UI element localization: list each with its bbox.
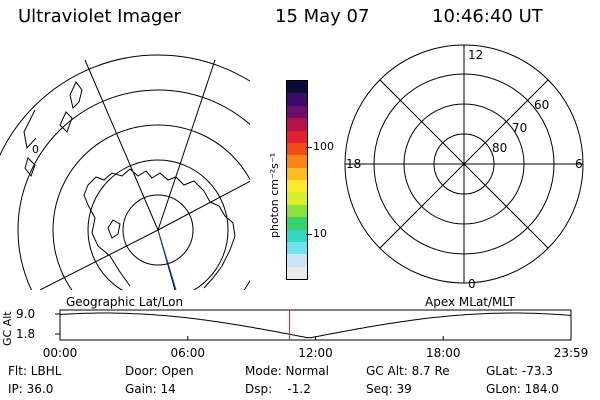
colorbar-segment [287,81,307,94]
colorbar-segment [287,229,307,242]
instrument-title: Ultraviolet Imager [18,6,181,27]
colorbar-tick [306,234,312,235]
time-label: 10:46:40 UT [432,6,543,27]
geographic-caption: Geographic Lat/Lon [66,295,184,309]
x-tick-label: 18:00 [426,346,461,360]
gc-alt-status: GC Alt: 8.7 Re [366,364,450,378]
geographic-map: 0 [0,54,250,290]
colorbar-segment [287,118,307,131]
y-tick-label-top: 9.0 [16,307,35,321]
colorbar-segment [287,254,307,267]
altitude-plot-frame [59,309,572,341]
colorbar [286,80,308,280]
longitude-line [84,59,159,231]
latitude-circle [87,159,229,290]
filter-status: Flt: LBHL [8,364,62,378]
coastline [87,168,236,289]
ip-status: IP: 36.0 [8,382,54,396]
longitude-line [39,229,159,290]
mode-status: Mode: Normal [245,364,329,378]
x-tick-label: 23:59 [554,346,589,360]
colorbar-segment [287,142,307,156]
coastline [59,111,73,133]
mlat-label-60: 60 [534,98,549,112]
mlt-label-0: 0 [468,277,476,291]
colorbar-unit-label: photon cm⁻²s⁻¹ [268,152,281,238]
colorbar-segment [287,180,307,193]
polar-dial: 12 6 18 0 60 70 80 [344,44,584,291]
longitude-line [157,59,216,231]
spacecraft-track [157,229,177,290]
colorbar-segment [287,93,307,106]
apex-caption: Apex MLat/MLT [425,295,515,309]
door-status: Door: Open [125,364,194,378]
y-tick-label-bottom: 1.8 [16,327,35,341]
colorbar-tick-label-100: 100 [313,140,334,153]
seq-status: Seq: 39 [366,382,412,396]
coastline [83,184,131,287]
date-label: 15 May 07 [275,6,370,27]
colorbar-segment [287,192,307,205]
colorbar-segment [287,217,307,230]
mlat-label-70: 70 [512,121,527,135]
mlt-label-6: 6 [575,157,583,171]
colorbar-segment [287,167,307,180]
glon-status: GLon: 184.0 [486,382,559,396]
coastline [69,81,83,109]
latitude-circle [17,89,250,290]
latitude-circle [0,54,250,157]
colorbar-segment [287,204,307,218]
latitude-circle [122,194,194,266]
coastline [107,219,121,239]
mlt-label-18: 18 [346,157,361,171]
altitude-plot: 9.0 1.8 GC Alt 00:00 06:00 12:00 18:00 23:59 [1,307,589,360]
x-tick-label: 00:00 [43,346,78,360]
mlat-label-80: 80 [492,141,507,155]
colorbar-segment [287,105,307,119]
altitude-axis-label: GC Alt [1,311,14,346]
colorbar-tick [306,147,312,148]
mlt-line-diagonal [379,79,549,249]
gain-status: Gain: 14 [125,382,176,396]
x-tick-label: 12:00 [298,346,333,360]
altitude-curve [59,312,572,339]
longitude-label-0: 0 [32,143,39,156]
x-tick-label: 06:00 [170,346,205,360]
colorbar-segment [287,155,307,168]
latitude-circle [52,124,250,290]
dsp-status: Dsp: -1.2 [245,382,311,396]
colorbar-segment [287,130,307,143]
colorbar-segment [287,266,307,279]
glat-status: GLat: -73.3 [486,364,553,378]
mlt-label-12: 12 [468,48,483,62]
colorbar-segment [287,241,307,255]
coastline [24,157,36,178]
colorbar-tick-label-10: 10 [313,227,327,240]
coastline [23,109,37,150]
